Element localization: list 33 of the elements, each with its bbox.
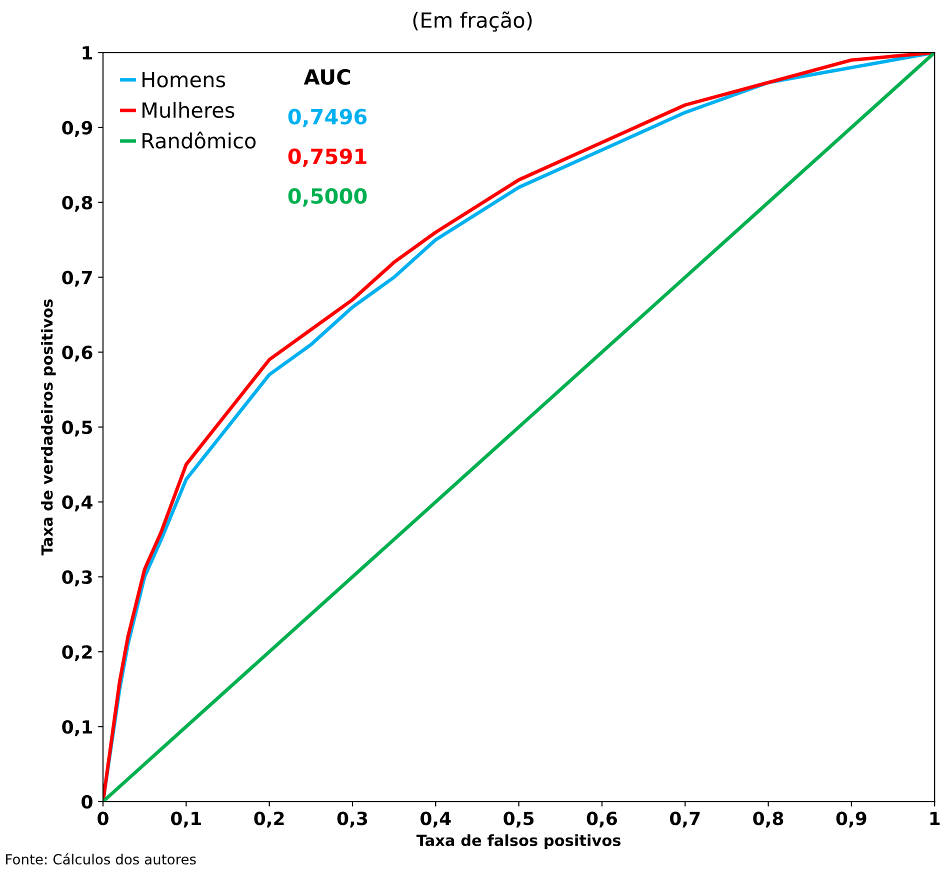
legend-label: Homens xyxy=(142,72,226,88)
annotation: 0,5000 xyxy=(288,188,367,207)
y-tick-label: 0,2 xyxy=(62,645,92,662)
x-tick-label: 0,8 xyxy=(753,812,784,828)
y-tick-label: 0,9 xyxy=(62,120,92,137)
y-tick-label: 0,8 xyxy=(62,196,92,212)
legend-label: Randômico xyxy=(142,132,256,149)
x-tick-label: 0,9 xyxy=(836,812,866,828)
legend-label: Mulheres xyxy=(142,102,234,118)
x-tick-label: 0,5 xyxy=(504,812,534,828)
x-tick-label: 0,2 xyxy=(254,812,284,828)
x-tick-label: 0,7 xyxy=(670,812,700,828)
x-axis-title: Taxa de falsos positivos xyxy=(416,834,621,850)
y-tick-label: 0,6 xyxy=(62,346,92,362)
x-tick-label: 0 xyxy=(98,812,108,826)
y-tick-label: 0,5 xyxy=(62,420,92,436)
y-tick-label: 0,1 xyxy=(62,720,92,736)
annotation: AUC xyxy=(304,69,350,85)
x-tick-label: 0,6 xyxy=(586,812,617,828)
annotation: 0,7591 xyxy=(288,148,366,167)
y-tick-label: 0 xyxy=(82,795,92,809)
x-tick-label: 0,1 xyxy=(171,812,201,828)
y-tick-label: 1 xyxy=(82,46,92,60)
annotation: 0,7496 xyxy=(288,108,367,128)
y-tick-label: 0,7 xyxy=(62,270,92,287)
y-axis-title: Taxa de verdadeiros positivos xyxy=(40,299,56,556)
source-note: Fonte: Cálculos dos autores xyxy=(6,853,196,865)
x-tick-label: 1 xyxy=(930,812,940,825)
y-tick-label: 0,3 xyxy=(62,570,92,586)
x-tick-label: 0,4 xyxy=(420,812,451,828)
x-tick-label: 0,3 xyxy=(337,812,368,828)
chart-subtitle: (Em fração) xyxy=(413,11,532,32)
y-tick-label: 0,4 xyxy=(62,495,92,512)
